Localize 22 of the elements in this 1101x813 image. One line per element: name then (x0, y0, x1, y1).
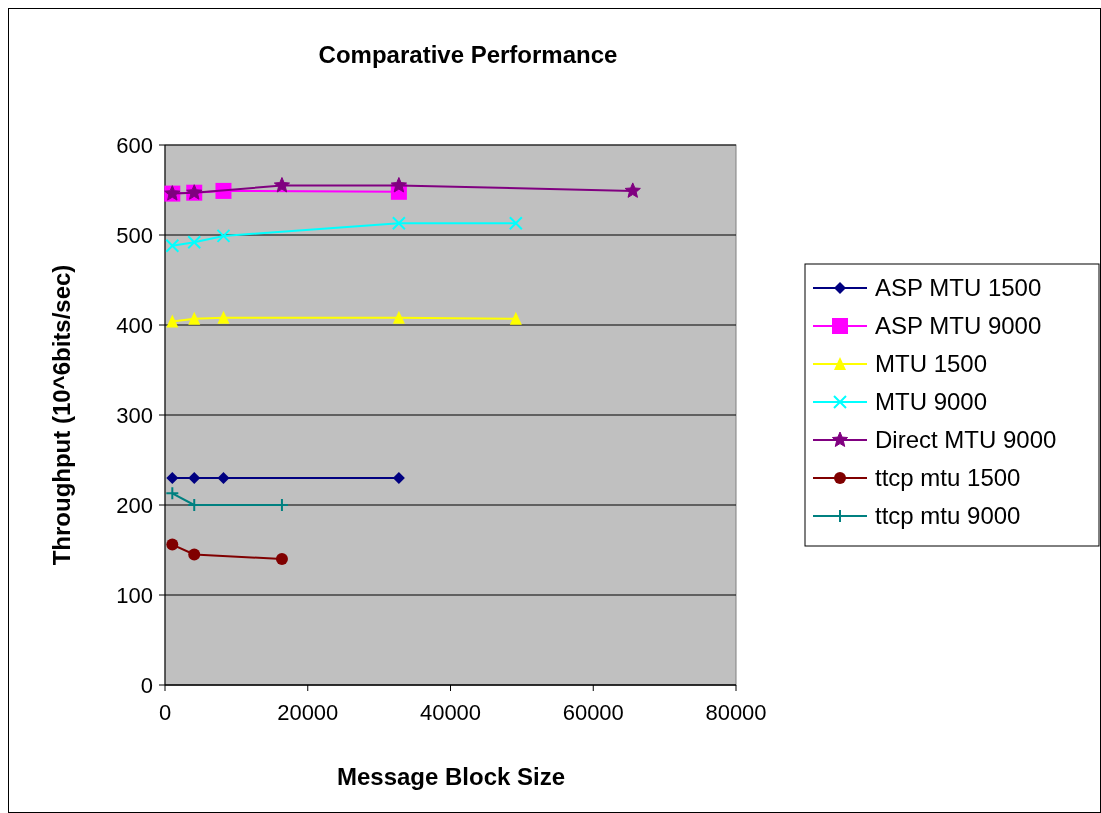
legend-label: MTU 1500 (875, 350, 988, 378)
x-axis-title: Message Block Size (336, 763, 566, 790)
y-tick-label: 0 (140, 672, 153, 698)
y-axis-title: Throughput (10^6bits/sec) (48, 264, 75, 566)
legend-label: ttcp mtu 9000 (875, 502, 1021, 530)
legend-label: ASP MTU 1500 (875, 274, 1042, 302)
x-tick-label: 0 (158, 700, 172, 725)
y-tick-label: 200 (116, 492, 153, 518)
chart-title: Comparative Performance (318, 41, 618, 68)
legend-label: ttcp mtu 1500 (875, 464, 1021, 492)
x-tick-label: 80000 (705, 700, 767, 725)
y-tick-label: 600 (116, 132, 153, 158)
y-tick-label: 500 (116, 222, 153, 248)
x-tick-label: 40000 (419, 700, 482, 725)
y-tick-label: 400 (116, 312, 153, 338)
x-tick-label: 60000 (562, 700, 624, 725)
y-tick-label: 300 (116, 402, 153, 428)
y-tick-label: 100 (116, 582, 153, 608)
x-tick-label: 20000 (277, 700, 339, 725)
legend-label: Direct MTU 9000 (875, 426, 1057, 454)
legend-label: MTU 9000 (875, 388, 988, 416)
legend-label: ASP MTU 9000 (875, 312, 1042, 340)
